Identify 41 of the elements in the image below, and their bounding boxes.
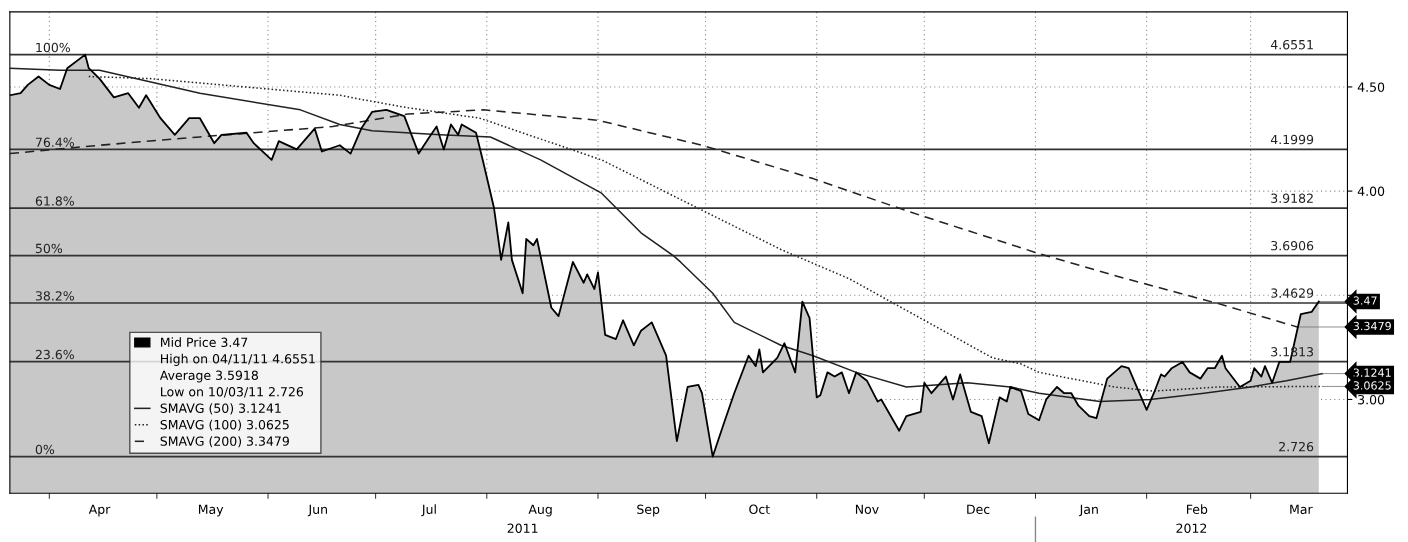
annotation: 3.3479 (1353, 321, 1391, 331)
annotation: 3.0625 (1353, 381, 1391, 390)
y-tick-label: 3.00 (1358, 394, 1385, 405)
ref-line-label: 4.1999 (1270, 134, 1314, 145)
annotation: 3.47 (1353, 296, 1377, 305)
x-tick-label: Jan (1078, 504, 1098, 517)
x-tick-label: Sep (637, 504, 660, 517)
annotation: 76.4% (35, 137, 74, 148)
x-tick-label: Mar (1290, 504, 1313, 515)
legend-label: Mid Price 3.47 (161, 337, 248, 348)
ref-line-label: 4.6551 (1270, 39, 1313, 50)
annotation: Low on 10/03/11 2.726 (161, 386, 304, 398)
annotation: 0% (35, 444, 55, 455)
x-tick-label: Aug (528, 504, 552, 517)
y-tick-label: 4.00 (1357, 186, 1385, 197)
annotation: 61.8% (35, 196, 74, 206)
annotation: Average 3.5918 (159, 370, 258, 383)
annotation: 100% (36, 42, 70, 53)
annotation: High on 04/11/11 4.6551 (161, 353, 315, 366)
y-tick-label: 4.50 (1357, 82, 1385, 92)
annotation: 50% (35, 243, 63, 254)
x-tick-label: Apr (88, 504, 111, 517)
ref-line-label: 3.4629 (1271, 288, 1314, 298)
ref-line-label: 3.6906 (1271, 240, 1314, 251)
x-tick-label: May (198, 504, 224, 517)
x-tick-label: Oct (749, 504, 770, 515)
ref-line-label: 3.9182 (1271, 193, 1313, 203)
x-tick-label: Feb (1187, 504, 1208, 515)
text: 2011 (507, 523, 538, 533)
legend-label: SMAVG (50) 3.1241 (160, 403, 281, 415)
legend-label: SMAVG (200) 3.3479 (160, 436, 289, 448)
annotation: 38.2% (35, 291, 74, 301)
x-tick-label: Nov (855, 504, 879, 515)
x-tick-label: Jun (307, 504, 327, 517)
ref-line-label: 2.726 (1279, 441, 1314, 452)
x-tick-label: Dec (967, 504, 990, 515)
annotation: 23.6% (35, 349, 74, 360)
legend-label: SMAVG (100) 3.0625 (160, 419, 289, 431)
text: 2012 (1176, 523, 1207, 533)
annotation: 3.1241 (1353, 368, 1391, 377)
x-tick-label: Jul (421, 504, 436, 517)
